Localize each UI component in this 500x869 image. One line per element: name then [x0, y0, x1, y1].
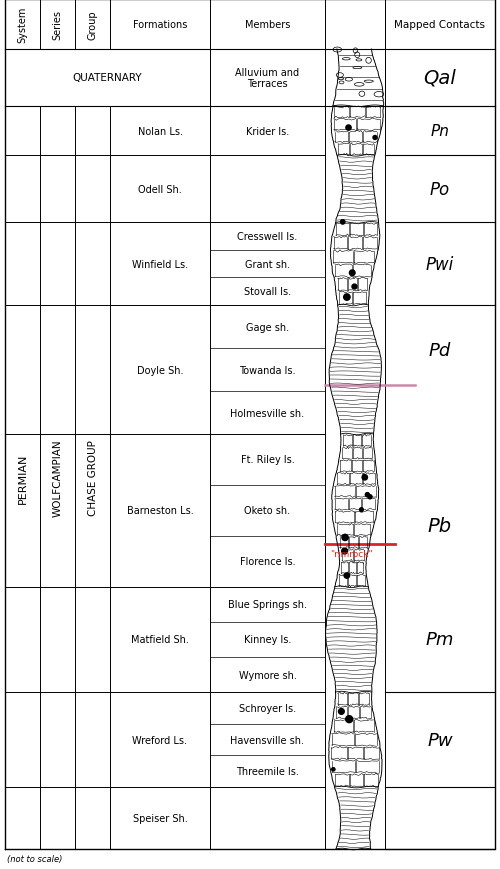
Text: WOLFCAMPIAN: WOLFCAMPIAN [52, 439, 62, 516]
Circle shape [350, 270, 355, 276]
Circle shape [342, 548, 347, 554]
Text: Pwi: Pwi [426, 255, 454, 274]
Text: Gage sh.: Gage sh. [246, 322, 289, 332]
Text: Matfield Sh.: Matfield Sh. [131, 634, 189, 645]
Text: Blue Springs sh.: Blue Springs sh. [228, 600, 307, 610]
Text: Series: Series [52, 10, 62, 40]
Text: Doyle Sh.: Doyle Sh. [137, 365, 183, 375]
Text: Barneston Ls.: Barneston Ls. [126, 506, 194, 516]
Text: Odell Sh.: Odell Sh. [138, 184, 182, 195]
Text: Members: Members [245, 20, 290, 30]
Circle shape [366, 493, 370, 497]
Text: Ft. Riley ls.: Ft. Riley ls. [240, 455, 294, 465]
Text: PERMIAN: PERMIAN [18, 453, 28, 503]
Text: Po: Po [430, 181, 450, 199]
Text: Formations: Formations [133, 20, 187, 30]
Text: Holmesville sh.: Holmesville sh. [230, 408, 304, 418]
Circle shape [344, 295, 350, 301]
Text: Qal: Qal [424, 69, 456, 88]
Text: Wreford Ls.: Wreford Ls. [132, 734, 188, 745]
Circle shape [338, 709, 344, 714]
Text: Cresswell ls.: Cresswell ls. [238, 232, 298, 242]
Text: Towanda ls.: Towanda ls. [240, 365, 296, 375]
Text: Pw: Pw [427, 731, 453, 749]
Text: Pb: Pb [428, 516, 452, 535]
Text: Kinney ls.: Kinney ls. [244, 634, 291, 645]
Text: Speiser Sh.: Speiser Sh. [132, 813, 188, 823]
Text: QUATERNARY: QUATERNARY [72, 73, 142, 83]
Text: Alluvium and
Terraces: Alluvium and Terraces [236, 68, 300, 90]
Text: Florence ls.: Florence ls. [240, 557, 296, 567]
Text: Schroyer ls.: Schroyer ls. [239, 703, 296, 713]
Text: Oketo sh.: Oketo sh. [244, 506, 290, 516]
Text: Grant sh.: Grant sh. [245, 260, 290, 269]
Circle shape [373, 136, 377, 140]
Text: Stovall ls.: Stovall ls. [244, 287, 291, 297]
Text: Pm: Pm [426, 631, 454, 648]
Text: Pd: Pd [429, 342, 451, 360]
Circle shape [360, 508, 364, 512]
Circle shape [352, 285, 357, 289]
Text: "rimrock": "rimrock" [330, 549, 372, 559]
Circle shape [346, 716, 352, 723]
Text: CHASE GROUP: CHASE GROUP [88, 440, 98, 515]
Circle shape [344, 574, 350, 579]
Circle shape [332, 768, 335, 771]
Text: Mapped Contacts: Mapped Contacts [394, 20, 486, 30]
Text: Winfield Ls.: Winfield Ls. [132, 260, 188, 269]
Text: Wymore sh.: Wymore sh. [238, 670, 296, 680]
Text: System: System [18, 7, 28, 43]
Text: (not to scale): (not to scale) [7, 854, 62, 863]
Circle shape [362, 475, 368, 481]
Text: Group: Group [88, 10, 98, 40]
Text: Nolan Ls.: Nolan Ls. [138, 126, 182, 136]
Circle shape [340, 221, 345, 225]
Circle shape [346, 126, 351, 131]
Text: Pn: Pn [430, 124, 450, 139]
Circle shape [368, 495, 372, 499]
Text: Threemile ls.: Threemile ls. [236, 766, 299, 776]
Text: Krider ls.: Krider ls. [246, 126, 289, 136]
Text: Havensville sh.: Havensville sh. [230, 734, 304, 745]
Circle shape [342, 534, 348, 541]
